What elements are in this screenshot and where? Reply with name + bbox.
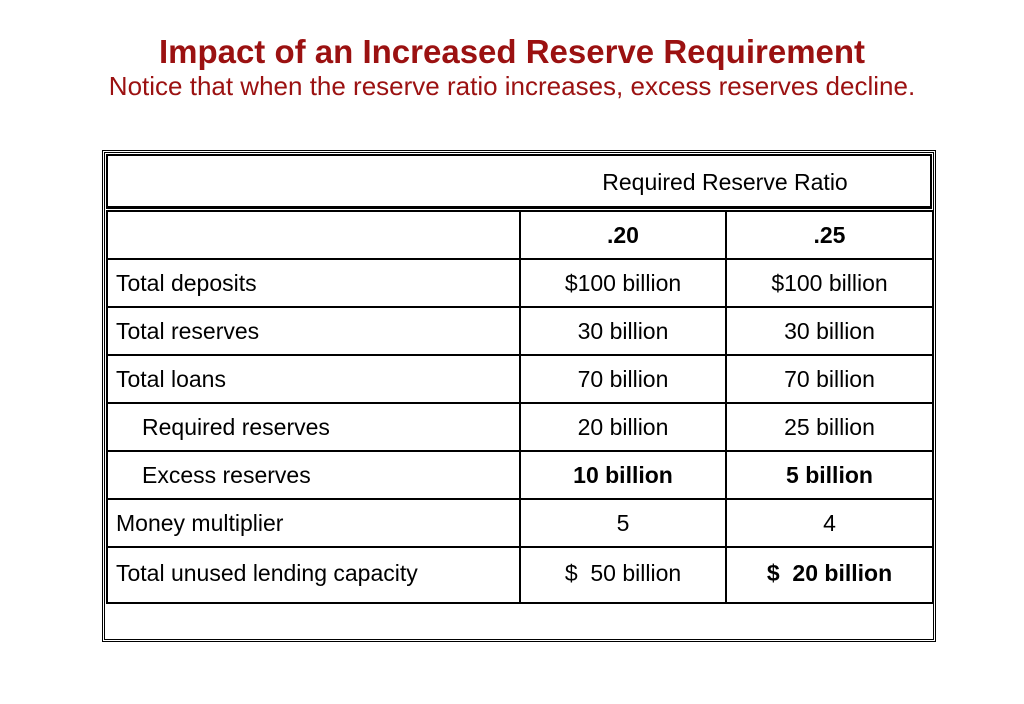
column-header-row: .20 .25	[106, 210, 934, 260]
table-row: Total deposits $100 billion $100 billion	[106, 258, 934, 308]
row-label: Excess reserves	[106, 450, 521, 500]
table-row: Total reserves 30 billion 30 billion	[106, 306, 934, 356]
table-row: Total loans 70 billion 70 billion	[106, 354, 934, 404]
column-header-ratio-25: .25	[725, 210, 934, 260]
cell-value-highlight: 5 billion	[725, 450, 934, 500]
cell-value: 25 billion	[725, 402, 934, 452]
header-label-required-reserve-ratio: Required Reserve Ratio	[602, 169, 848, 195]
table-row: Excess reserves 10 billion 5 billion	[106, 450, 934, 500]
row-label: Total unused lending capacity	[106, 546, 521, 604]
cell-value-highlight: 10 billion	[519, 450, 727, 500]
page-title: Impact of an Increased Reserve Requireme…	[158, 33, 866, 70]
table-row: Money multiplier 5 4	[106, 498, 934, 548]
cell-value: 70 billion	[725, 354, 934, 404]
table-header-row	[106, 154, 932, 209]
table-row: Required reserves 20 billion 25 billion	[106, 402, 934, 452]
row-label: Required reserves	[106, 402, 521, 452]
cell-value: $100 billion	[519, 258, 727, 308]
cell-value-highlight: $ 20 billion	[725, 546, 934, 604]
table-row: Total unused lending capacity $ 50 billi…	[106, 546, 934, 604]
cell-value: 30 billion	[725, 306, 934, 356]
cell-value: 4	[725, 498, 934, 548]
header-cell-empty	[106, 210, 521, 260]
row-label: Total deposits	[106, 258, 521, 308]
page-subtitle: Notice that when the reserve ratio incre…	[108, 71, 916, 101]
row-label: Total loans	[106, 354, 521, 404]
row-label: Money multiplier	[106, 498, 521, 548]
reserve-table: .20 .25 Total deposits $100 billion $100…	[106, 210, 934, 604]
column-header-ratio-20: .20	[519, 210, 727, 260]
cell-value: $100 billion	[725, 258, 934, 308]
cell-value: 70 billion	[519, 354, 727, 404]
row-label: Total reserves	[106, 306, 521, 356]
cell-value: $ 50 billion	[519, 546, 727, 604]
cell-value: 5	[519, 498, 727, 548]
cell-value: 20 billion	[519, 402, 727, 452]
cell-value: 30 billion	[519, 306, 727, 356]
